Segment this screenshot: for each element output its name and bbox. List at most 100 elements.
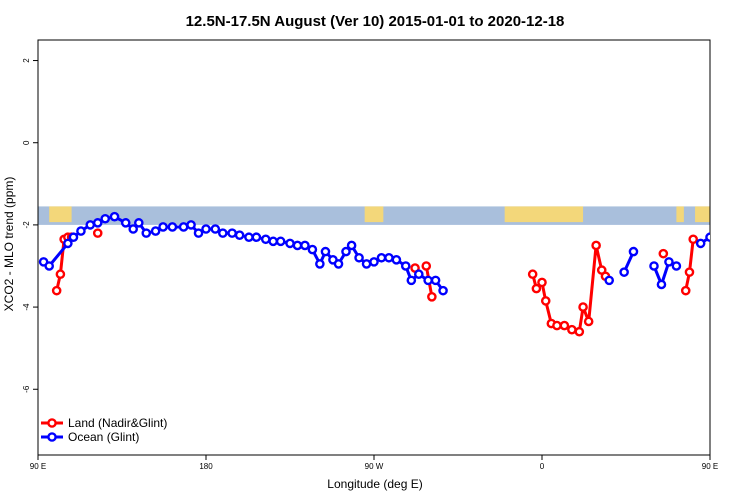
ocean-point <box>346 240 357 251</box>
land-point <box>559 320 570 331</box>
ocean-point <box>92 218 103 228</box>
ocean-point <box>268 236 279 247</box>
map-land-4 <box>695 206 710 223</box>
legend-swatch-point <box>47 418 57 428</box>
ocean-point <box>649 261 659 271</box>
ocean-point <box>744 219 750 226</box>
x-tick-label: 90 E <box>30 462 46 471</box>
ocean-point <box>438 285 448 296</box>
plot-frame <box>37 39 711 456</box>
map-land-3 <box>676 206 684 223</box>
ocean-point <box>628 246 639 257</box>
ocean-point <box>150 226 161 236</box>
x-axis-label: Longitude (deg E) <box>327 477 422 491</box>
land-point <box>680 285 691 296</box>
land-point <box>55 269 66 280</box>
ocean-point <box>85 220 96 230</box>
ocean-point <box>695 238 706 249</box>
ocean-point <box>406 275 417 286</box>
legend-label: Land (Nadir&Glint) <box>68 416 167 430</box>
land-point <box>578 302 588 312</box>
ocean-point <box>430 275 441 286</box>
ocean-point <box>63 238 73 249</box>
land-line <box>531 243 607 334</box>
legend-swatch-point <box>47 432 57 442</box>
ocean-point <box>275 236 286 247</box>
ocean-point <box>285 238 295 249</box>
ocean-point <box>128 224 138 234</box>
ocean-point <box>210 224 221 234</box>
ocean-point <box>320 246 331 257</box>
ocean-point <box>384 252 394 263</box>
ocean-point <box>736 215 743 222</box>
map-land-1 <box>364 206 384 223</box>
ocean-point <box>68 232 79 243</box>
land-point <box>591 240 601 251</box>
ocean-point <box>391 255 402 265</box>
ocean-point <box>714 225 721 232</box>
ocean-point <box>227 228 237 238</box>
x-tick-label: 90 W <box>365 462 384 471</box>
ocean-point <box>251 232 262 243</box>
land-point <box>574 326 585 337</box>
y-tick-label: -2 <box>22 221 31 229</box>
ocean-point <box>300 240 310 251</box>
ocean-point <box>656 279 667 290</box>
axes: 2 0 -2 -4 -6 90 E 180 90 W 0 90 E <box>22 39 718 471</box>
land-point <box>421 261 432 271</box>
ocean-point <box>234 230 245 240</box>
ocean-point <box>133 218 144 228</box>
ocean-point <box>109 211 120 222</box>
ocean-point <box>193 228 204 238</box>
ocean-point <box>217 228 228 238</box>
land-point <box>658 248 669 259</box>
ocean-point <box>244 232 254 243</box>
ocean-point <box>315 259 325 269</box>
x-tick-label: 90 E <box>702 462 718 471</box>
ocean-point <box>141 228 152 238</box>
land-point <box>92 228 103 238</box>
y-tick-label: 2 <box>22 58 31 63</box>
ocean-point <box>729 219 736 226</box>
ocean-point <box>341 246 351 257</box>
legend-label: Ocean (Glint) <box>68 430 139 444</box>
land-point <box>540 296 551 306</box>
ocean-point <box>201 224 211 234</box>
land-point <box>567 324 577 335</box>
ocean-point <box>333 259 344 269</box>
x-tick-label: 0 <box>540 462 545 471</box>
land-point <box>583 316 594 327</box>
ocean-point <box>413 269 424 280</box>
ocean-point <box>423 275 433 286</box>
ocean-point <box>167 222 178 232</box>
ocean-point <box>100 213 110 224</box>
map-land-2 <box>504 206 584 223</box>
ocean-point <box>619 267 629 277</box>
world-map-band <box>38 206 710 225</box>
ocean-point <box>664 257 674 267</box>
ocean-point <box>76 226 86 236</box>
ocean-point <box>354 252 364 263</box>
ocean-point <box>307 244 318 255</box>
y-tick-label: 0 <box>22 140 31 145</box>
chart-title: 12.5N-17.5N August (Ver 10) 2015-01-01 t… <box>186 13 565 30</box>
ocean-point <box>44 261 55 271</box>
ocean-point <box>186 220 196 230</box>
legend: Land (Nadir&Glint)Ocean (Glint) <box>41 416 167 444</box>
ocean-point <box>671 261 682 271</box>
ocean-point <box>400 261 411 271</box>
ocean-point <box>721 221 728 228</box>
land-point <box>531 283 542 294</box>
land-point <box>51 285 62 296</box>
land-point <box>688 234 699 245</box>
land-point <box>427 292 437 302</box>
land-point <box>718 230 725 237</box>
ocean-point <box>120 218 131 228</box>
data-series <box>38 211 750 337</box>
ocean-point <box>260 234 271 245</box>
ocean-point <box>361 259 372 269</box>
ocean-point <box>178 222 189 232</box>
y-axis-label: XCO2 - MLO trend (ppm) <box>2 177 16 312</box>
ocean-point <box>369 257 379 267</box>
